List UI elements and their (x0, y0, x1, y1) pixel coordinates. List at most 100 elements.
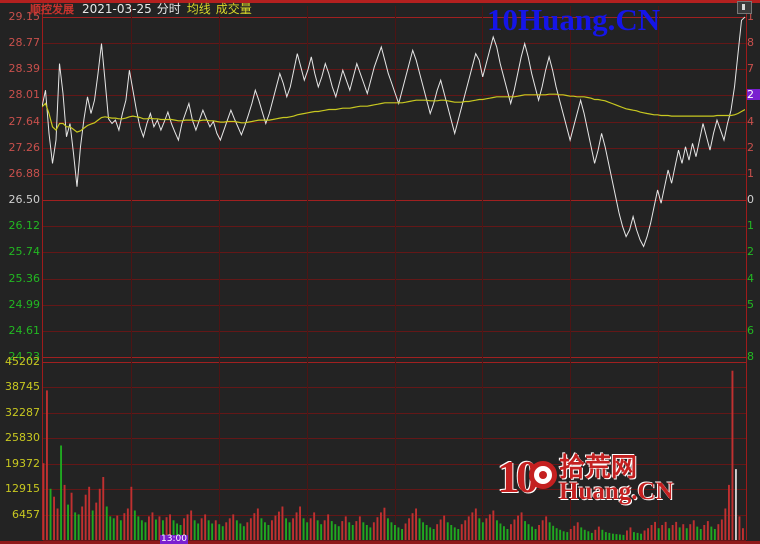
watermark-cn-text: 拾荒网 (559, 453, 638, 483)
price-gridline (43, 200, 746, 202)
percent-axis-label: 6 (747, 324, 754, 336)
volume-bar (524, 521, 526, 540)
volume-bar (425, 525, 428, 540)
volume-bar (453, 527, 456, 540)
volume-bar (334, 524, 337, 540)
volume-bar (576, 522, 579, 540)
volume-bar (211, 523, 214, 540)
volume-bar (281, 506, 284, 540)
volume-bar (710, 526, 713, 540)
volume-bar (81, 506, 84, 540)
price-gridline (43, 330, 746, 332)
volume-bar (372, 522, 375, 540)
volume-bar (316, 520, 319, 540)
volume-bar (193, 520, 196, 540)
volume-bar (671, 525, 674, 540)
volume-bar (228, 518, 231, 540)
price-gridline (43, 121, 746, 123)
volume-bar (555, 528, 558, 540)
volume-bar (559, 529, 562, 540)
volume-bar (225, 522, 228, 540)
volume-bar (383, 507, 386, 540)
volume-bar (119, 520, 122, 540)
volume-bar (545, 516, 548, 540)
volume-bar (397, 527, 400, 540)
moving-average-legend[interactable]: 均线 (186, 2, 211, 16)
volume-bar (165, 517, 168, 540)
volume-bar (197, 523, 200, 540)
volume-bar (387, 518, 389, 540)
window-corner-icon[interactable] (737, 1, 752, 14)
volume-bar (594, 529, 597, 540)
volume-bar (63, 484, 66, 540)
volume-bar (200, 518, 203, 540)
volume-bar (137, 516, 140, 540)
percent-axis-label: 2 (747, 246, 754, 258)
volume-bar (696, 526, 699, 540)
volume-bar (235, 520, 238, 540)
volume-bar (179, 525, 182, 540)
volume-bar (98, 488, 101, 540)
volume-bar (95, 502, 98, 540)
volume-bar (622, 534, 625, 540)
volume-bar (53, 496, 55, 540)
volume-bar (612, 533, 614, 540)
time-gridline (219, 6, 220, 540)
volume-legend[interactable]: 成交量 (215, 2, 252, 16)
price-axis-label: 28.01 (8, 88, 41, 102)
volume-axis-label: 45202 (5, 355, 40, 368)
price-gridline (43, 69, 746, 71)
volume-bar (615, 534, 618, 540)
volume-bar (253, 513, 256, 540)
price-gridline (43, 304, 746, 306)
volume-bar (267, 525, 270, 540)
volume-bar (60, 445, 62, 540)
bottom-border (0, 541, 760, 544)
volume-gridline (43, 489, 746, 491)
volume-bar (214, 520, 217, 540)
volume-bar (446, 522, 449, 540)
volume-bar (548, 522, 551, 540)
price-gridline (43, 17, 746, 18)
volume-bar (42, 463, 45, 540)
time-gridline (570, 6, 571, 540)
volume-bar (74, 512, 77, 540)
volume-bar (302, 518, 305, 540)
volume-bar (123, 513, 126, 540)
volume-bar (735, 469, 737, 540)
volume-bar (531, 526, 533, 540)
volume-bar (151, 512, 154, 540)
volume-bar (488, 514, 491, 540)
chart-plot[interactable] (42, 6, 745, 540)
volume-bar (513, 519, 516, 540)
volume-bar (573, 525, 576, 540)
volume-bar (654, 521, 656, 540)
volume-bar (724, 508, 727, 540)
gear-icon (529, 461, 557, 489)
volume-gridline (43, 412, 746, 414)
price-gridline (43, 357, 746, 358)
volume-bar (703, 525, 706, 540)
percent-axis-label: 1 (747, 11, 754, 22)
volume-bar (88, 486, 91, 540)
percent-axis-label: 1 (747, 167, 754, 179)
volume-bar (640, 533, 642, 540)
volume-bar (583, 529, 586, 540)
period-label[interactable]: 分时 (156, 2, 181, 16)
volume-bar (376, 517, 379, 540)
volume-bar (527, 524, 530, 540)
volume-bar (647, 528, 649, 540)
average-line (42, 93, 745, 133)
volume-bar (496, 520, 498, 540)
volume-bar (411, 513, 414, 540)
volume-bar (295, 512, 298, 540)
volume-bar (344, 516, 347, 540)
volume-bar (102, 477, 105, 540)
stock-name-label[interactable]: 顺控发展 (30, 3, 74, 16)
price-gridline (43, 95, 746, 97)
volume-bar (604, 532, 607, 540)
volume-bar (299, 506, 301, 540)
percent-axis-label: 8 (747, 351, 754, 362)
volume-bar (313, 512, 316, 540)
